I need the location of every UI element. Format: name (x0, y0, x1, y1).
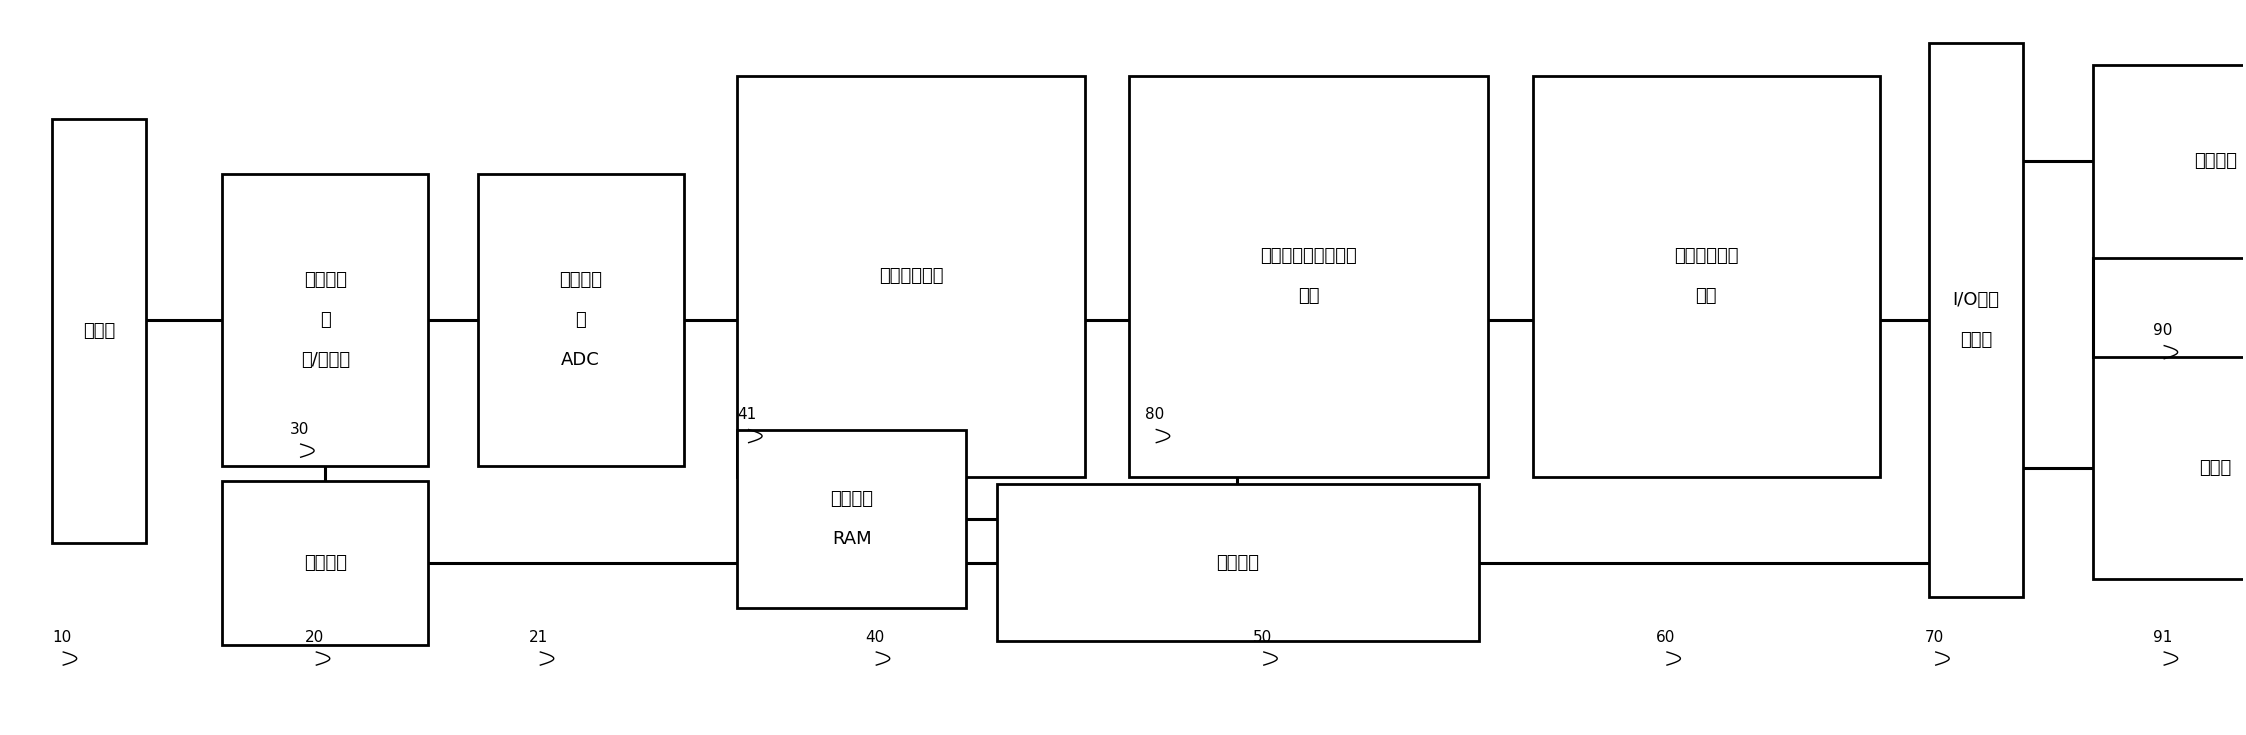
Text: 40: 40 (865, 630, 885, 645)
Bar (222, 481, 429, 645)
Text: 单元: 单元 (1298, 287, 1318, 305)
Text: 50: 50 (1253, 630, 1271, 645)
Text: 91: 91 (2154, 630, 2172, 645)
Text: 90: 90 (2154, 323, 2172, 338)
Text: 和: 和 (575, 311, 586, 329)
Text: 计算机: 计算机 (2199, 459, 2233, 477)
Text: 21: 21 (530, 630, 548, 645)
Text: 模拟前端: 模拟前端 (559, 271, 602, 289)
Text: 60: 60 (1655, 630, 1676, 645)
Text: 聚焦参数: 聚焦参数 (831, 490, 874, 508)
Text: 控制单元: 控制单元 (1217, 553, 1260, 572)
Text: 70: 70 (1925, 630, 1943, 645)
Text: 控制器: 控制器 (1961, 331, 1992, 349)
Text: ADC: ADC (562, 351, 600, 369)
Text: 收/发切换: 收/发切换 (301, 351, 350, 369)
Text: 41: 41 (737, 407, 757, 422)
Text: 30: 30 (290, 422, 310, 437)
Bar (1532, 76, 1880, 477)
Bar (1130, 76, 1487, 477)
Bar (52, 120, 146, 542)
Text: 发射单元: 发射单元 (303, 553, 346, 572)
Text: 数字扫描转换: 数字扫描转换 (1673, 247, 1738, 265)
Bar (2093, 65, 2246, 258)
Bar (997, 484, 1478, 641)
Bar (2093, 356, 2246, 579)
Text: 换能器: 换能器 (83, 322, 115, 340)
Text: RAM: RAM (831, 530, 871, 548)
Text: I/O总线: I/O总线 (1952, 291, 1999, 309)
Text: 20: 20 (305, 630, 323, 645)
Bar (737, 429, 966, 609)
Bar (1929, 43, 2024, 598)
Text: 信号处理和图像处理: 信号处理和图像处理 (1260, 247, 1357, 265)
Bar (478, 174, 683, 466)
Text: 单元: 单元 (1696, 287, 1716, 305)
Bar (222, 174, 429, 466)
Text: 和: 和 (319, 311, 330, 329)
Text: 80: 80 (1145, 407, 1163, 422)
Text: 阵元切换: 阵元切换 (303, 271, 346, 289)
Text: 显示单元: 显示单元 (2194, 152, 2237, 171)
Bar (737, 76, 1085, 477)
Text: 波束合成单元: 波束合成单元 (878, 268, 943, 285)
Text: 10: 10 (52, 630, 72, 645)
